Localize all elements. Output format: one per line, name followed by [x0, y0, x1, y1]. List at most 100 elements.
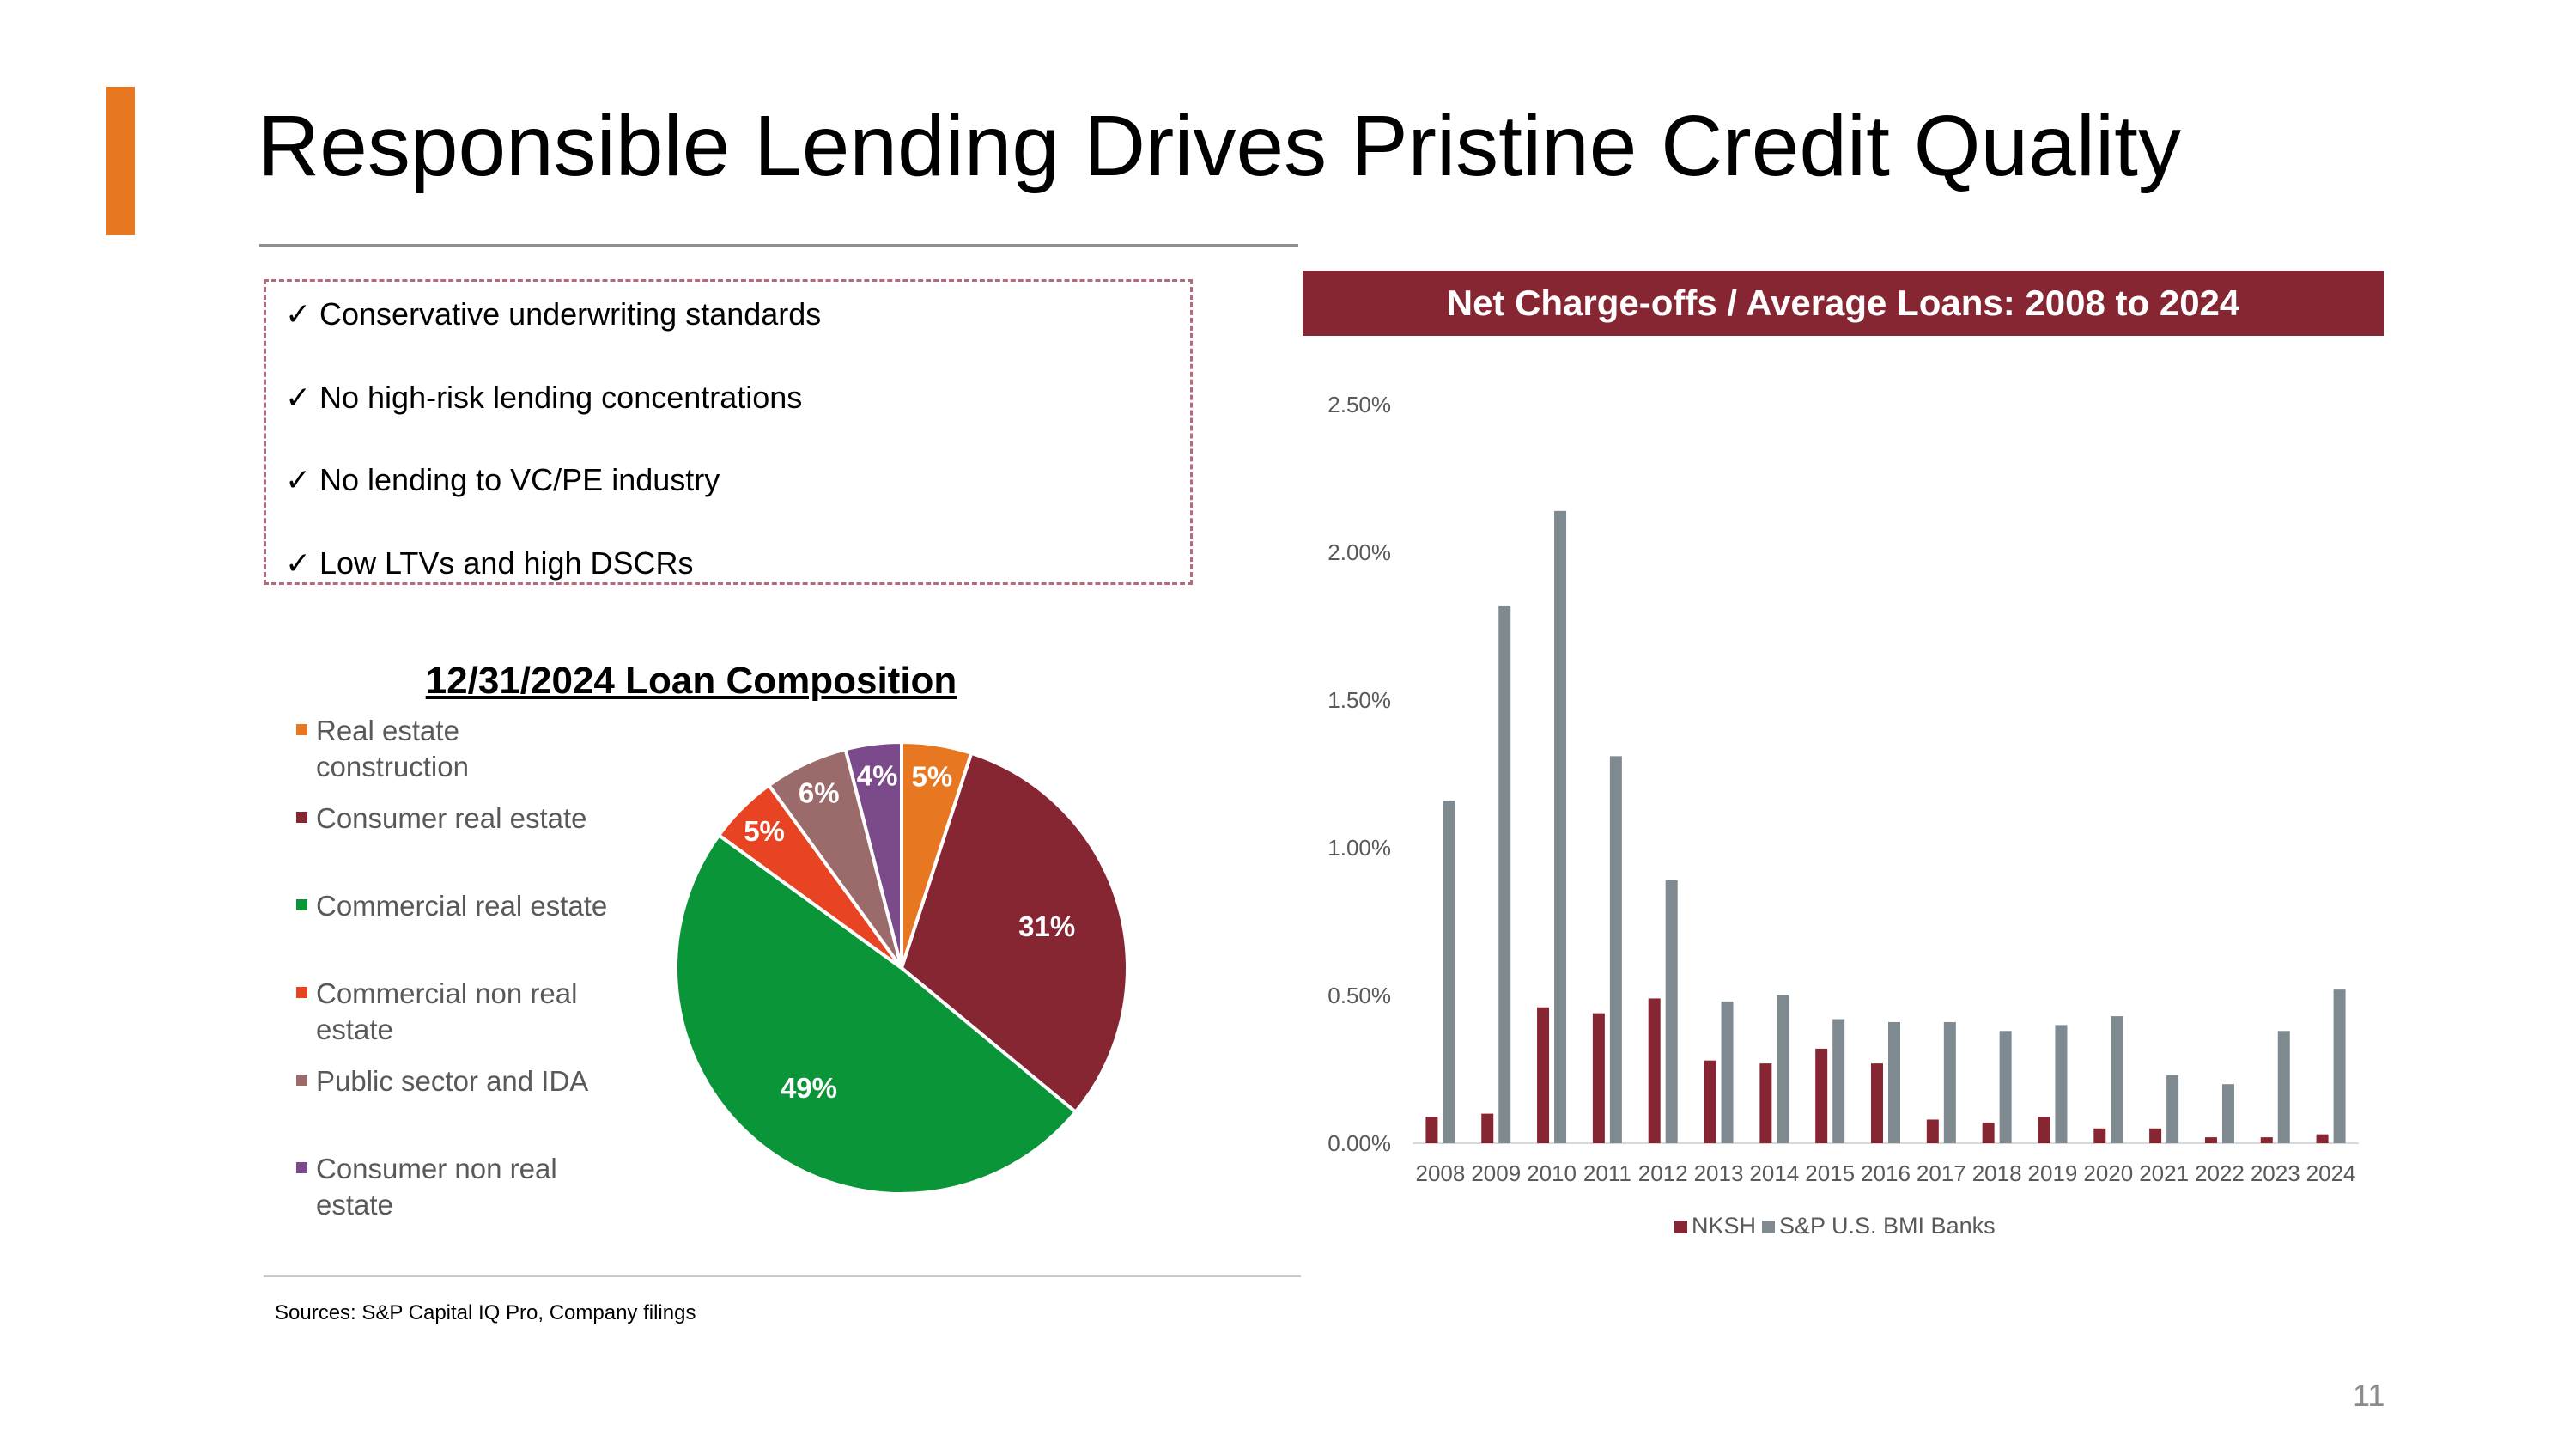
bar-nksh: [1815, 1048, 1828, 1143]
bar-sp-banks: [1609, 756, 1622, 1143]
x-tick-label: 2014: [1749, 1160, 1799, 1186]
x-tick-label: 2011: [1583, 1160, 1631, 1186]
bar-nksh: [2260, 1137, 2273, 1143]
bar-sp-banks: [1777, 995, 1789, 1143]
y-tick-label: 2.00%: [1327, 539, 1391, 565]
pie-data-label: 6%: [799, 776, 840, 808]
bar-nksh: [1926, 1119, 1939, 1143]
page-number: 11: [2353, 1378, 2385, 1413]
bullet-text: No lending to VC/PE industry: [319, 462, 720, 497]
bar-nksh: [1759, 1063, 1772, 1143]
check-icon: ✓: [285, 296, 312, 332]
legend-label: NKSH: [1692, 1213, 1756, 1239]
bullet-item: ✓ No high-risk lending concentrations: [285, 382, 802, 413]
bar-sp-banks: [1832, 1019, 1845, 1143]
x-tick-label: 2024: [2306, 1160, 2356, 1186]
legend-label: S&P U.S. BMI Banks: [1779, 1213, 1996, 1239]
bar-sp-banks: [2277, 1031, 2290, 1143]
x-tick-label: 2019: [2028, 1160, 2078, 1186]
bullet-text: Low LTVs and high DSCRs: [319, 545, 694, 581]
bullet-item: ✓ No lending to VC/PE industry: [285, 465, 720, 496]
bar-nksh: [2038, 1117, 2050, 1143]
bar-sp-banks: [1665, 880, 1678, 1143]
x-tick-label: 2017: [1917, 1160, 1966, 1186]
pie-data-label: 5%: [744, 815, 785, 847]
x-tick-label: 2015: [1805, 1160, 1855, 1186]
bar-nksh: [1592, 1013, 1605, 1143]
bar-sp-banks: [1498, 605, 1511, 1143]
y-tick-label: 1.00%: [1327, 835, 1391, 861]
x-tick-label: 2012: [1638, 1160, 1688, 1186]
title-accent-bar: [106, 87, 135, 235]
x-tick-label: 2013: [1694, 1160, 1744, 1186]
pie-slice: [899, 751, 1129, 1115]
bar-nksh: [1425, 1117, 1438, 1143]
legend-label: Consumer non real estate: [316, 1153, 557, 1221]
bar-sp-banks: [1943, 1021, 1956, 1143]
check-icon: ✓: [285, 380, 312, 415]
legend-swatch: [296, 724, 307, 735]
page-title: Responsible Lending Drives Pristine Cred…: [258, 98, 2181, 194]
bar-sp-banks: [2221, 1084, 2234, 1143]
x-tick-label: 2021: [2139, 1160, 2189, 1186]
bullet-text: Conservative underwriting standards: [319, 296, 822, 332]
legend-swatch: [296, 812, 307, 823]
bar-nksh: [1704, 1060, 1716, 1143]
bar-sp-banks: [1443, 800, 1455, 1143]
bar-sp-banks: [1721, 1001, 1734, 1143]
legend-label: Consumer real estate: [316, 802, 587, 834]
bar-legend: NKSH S&P U.S. BMI Banks: [1674, 1213, 1996, 1239]
x-tick-label: 2022: [2195, 1160, 2245, 1186]
legend-swatch: [1762, 1221, 1775, 1233]
legend-swatch: [296, 987, 307, 998]
pie-slice: [843, 740, 903, 969]
x-tick-label: 2010: [1527, 1160, 1577, 1186]
check-icon: ✓: [285, 545, 312, 581]
pie-data-label: 5%: [912, 761, 953, 793]
x-tick-label: 2020: [2083, 1160, 2133, 1186]
y-tick-label: 2.50%: [1327, 392, 1391, 417]
bar-sp-banks: [2055, 1025, 2068, 1143]
x-tick-label: 2023: [2251, 1160, 2300, 1186]
pie-data-label: 31%: [1018, 910, 1075, 942]
legend-swatch: [296, 1162, 307, 1173]
bar-sp-banks: [2166, 1075, 2179, 1143]
sources-note: Sources: S&P Capital IQ Pro, Company fil…: [275, 1301, 696, 1324]
legend-label: Commercial real estate: [316, 890, 608, 922]
pie-chart-title: 12/31/2024 Loan Composition: [425, 660, 957, 702]
legend-label: Commercial non real estate: [316, 977, 578, 1045]
bar-chart-title: Net Charge-offs / Average Loans: 2008 to…: [1303, 271, 2384, 336]
bar-nksh: [2149, 1128, 2162, 1143]
legend-label: Public sector and IDA: [316, 1065, 589, 1097]
x-tick-label: 2009: [1471, 1160, 1521, 1186]
pie-data-label: 4%: [857, 760, 898, 792]
x-tick-label: 2016: [1861, 1160, 1911, 1186]
y-tick-label: 1.50%: [1327, 687, 1391, 713]
legend-label: Real estate construction: [316, 715, 469, 782]
bar-nksh: [1648, 998, 1661, 1143]
y-tick-label: 0.50%: [1327, 983, 1391, 1008]
legend-swatch: [296, 1075, 307, 1086]
legend-swatch: [296, 899, 307, 910]
legend-swatch: [1674, 1221, 1687, 1233]
pie-data-label: 49%: [781, 1072, 837, 1104]
bullet-item: ✓ Conservative underwriting standards: [285, 299, 821, 330]
check-icon: ✓: [285, 462, 312, 497]
bar-nksh: [1481, 1113, 1494, 1143]
bar-nksh: [1537, 1007, 1550, 1143]
bar-sp-banks: [1999, 1031, 2012, 1143]
x-tick-label: 2018: [1972, 1160, 2022, 1186]
bar-nksh: [2316, 1134, 2329, 1143]
bar-nksh: [1871, 1063, 1883, 1143]
bullet-text: No high-risk lending concentrations: [319, 380, 803, 415]
pie-slice: [674, 832, 1078, 1196]
bullet-item: ✓ Low LTVs and high DSCRs: [285, 548, 694, 579]
bar-nksh: [2204, 1137, 2217, 1143]
x-tick-label: 2008: [1415, 1160, 1465, 1186]
y-tick-label: 0.00%: [1327, 1130, 1391, 1156]
bar-nksh: [2093, 1128, 2106, 1143]
footer-divider: [264, 1275, 1301, 1277]
title-divider: [259, 244, 1298, 247]
